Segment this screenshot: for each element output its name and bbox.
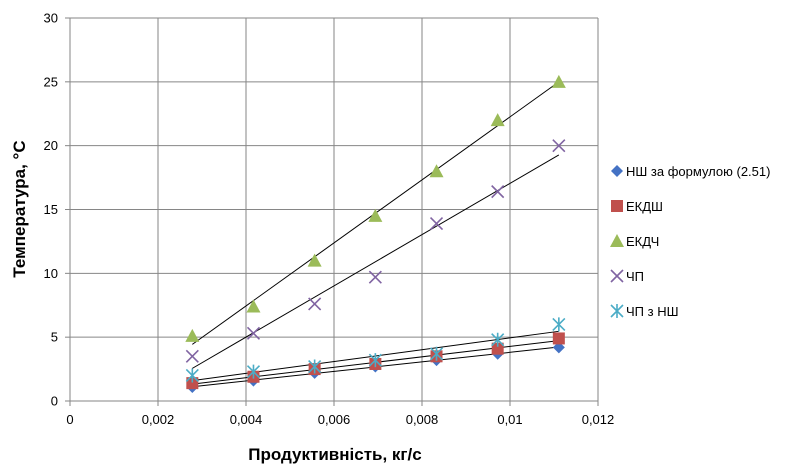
x-tick-label: 0,008 — [406, 412, 439, 427]
data-point-series-5 — [368, 353, 382, 368]
data-point-series-2 — [186, 377, 199, 390]
data-point-series-3 — [246, 299, 261, 313]
trendlines — [192, 81, 560, 388]
data-point-series-4 — [308, 297, 322, 311]
data-point-series-3 — [307, 253, 322, 267]
data-point-series-3 — [368, 208, 383, 222]
y-tick-label: 5 — [51, 330, 58, 345]
legend: НШ за формулою (2.51) ЕКДШ ЕКДЧ ЧП ЧП з НШ — [610, 164, 770, 319]
y-tick-label: 25 — [44, 74, 58, 89]
data-point-series-3 — [429, 164, 444, 178]
y-tick-label: 15 — [44, 202, 58, 217]
axes — [65, 17, 599, 406]
legend-marker-5 — [610, 304, 624, 318]
data-point-series-2 — [491, 342, 504, 355]
data-point-series-4 — [246, 326, 261, 340]
y-tick-label: 10 — [44, 266, 58, 281]
data-point-series-5 — [552, 317, 566, 332]
legend-label-5: ЧП з НШ — [626, 304, 679, 319]
x-tick-label: 0,01 — [497, 412, 522, 427]
x-tick-label: 0,006 — [318, 412, 351, 427]
data-point-series-3 — [551, 74, 566, 88]
data-point-series-3 — [185, 328, 200, 342]
data-points — [185, 74, 566, 393]
data-point-series-3 — [490, 113, 505, 127]
data-point-series-5 — [308, 359, 322, 374]
y-tick-labels: 0 5 10 15 20 25 30 — [44, 11, 58, 409]
legend-marker-2 — [611, 200, 623, 212]
data-point-series-4 — [491, 185, 505, 199]
legend-label-2: ЕКДШ — [626, 199, 663, 214]
data-point-series-4 — [429, 216, 444, 231]
legend-label-1: НШ за формулою (2.51) — [626, 164, 770, 179]
data-point-series-2 — [552, 332, 565, 345]
y-tick-label: 0 — [51, 394, 58, 409]
y-tick-label: 30 — [44, 11, 58, 26]
y-axis-title: Температура, °С — [10, 140, 29, 277]
x-tick-label: 0,004 — [230, 412, 263, 427]
data-point-series-5 — [491, 332, 505, 347]
legend-marker-3 — [610, 234, 624, 247]
y-tick-label: 20 — [44, 138, 58, 153]
legend-marker-1 — [611, 165, 623, 177]
data-point-series-4 — [552, 139, 566, 153]
data-point-series-4 — [368, 270, 382, 284]
x-axis-title: Продуктивність, кг/с — [248, 445, 421, 464]
data-point-series-5 — [246, 364, 261, 379]
data-point-series-5 — [429, 346, 444, 361]
data-point-series-4 — [185, 349, 199, 363]
data-point-series-5 — [185, 368, 199, 383]
x-tick-label: 0 — [66, 412, 73, 427]
x-tick-label: 0,002 — [142, 412, 175, 427]
x-tick-labels: 0 0,002 0,004 0,006 0,008 0,01 0,012 — [66, 412, 614, 427]
legend-label-4: ЧП — [626, 269, 644, 284]
x-tick-label: 0,012 — [582, 412, 615, 427]
grid — [70, 17, 599, 401]
trendline-series-4 — [192, 154, 560, 369]
legend-label-3: ЕКДЧ — [626, 234, 659, 249]
legend-marker-4 — [610, 269, 624, 283]
